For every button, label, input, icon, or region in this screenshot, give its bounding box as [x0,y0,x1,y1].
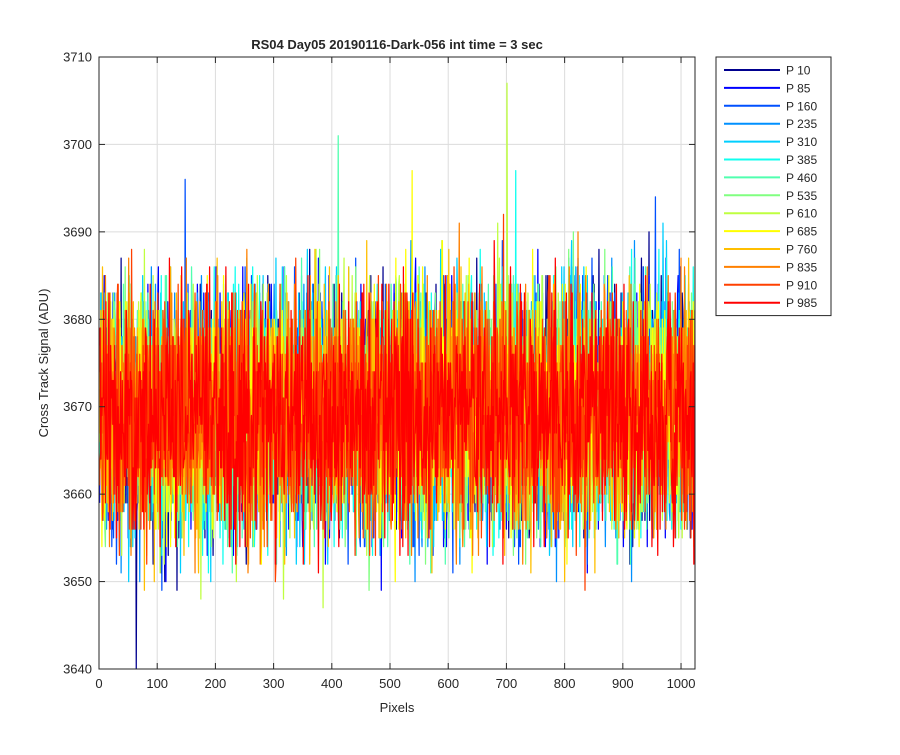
x-tick-label: 1000 [667,676,696,691]
legend-box [715,56,832,317]
chart-title: RS04 Day05 20190116-Dark-056 int time = … [251,37,543,52]
legend-label: P 160 [786,99,817,113]
y-axis-label: Cross Track Signal (ADU) [36,289,51,438]
legend-label: P 910 [786,278,817,292]
x-tick-label: 0 [95,676,102,691]
legend-label: P 610 [786,207,817,221]
y-tick-label: 3670 [63,399,92,414]
legend: P 10 P 85 P 160 P 235 P 310 P 385 P 460 P 535 P … [715,56,832,317]
x-tick-label: 700 [496,676,518,691]
legend-label: P 685 [786,225,817,239]
legend-label: P 835 [786,260,817,274]
x-axis-label: Pixels [380,700,415,715]
x-tick-label: 500 [379,676,401,691]
x-tick-label: 600 [437,676,459,691]
legend-label: P 460 [786,171,817,185]
x-tick-label: 800 [554,676,576,691]
y-tick-label: 3650 [63,574,92,589]
legend-label: P 985 [786,296,817,310]
x-tick-label: 200 [205,676,227,691]
axes: 0 100 200 300 400 500 600 700 800 900 1000 3640 3650… [63,50,695,692]
plot-frame [98,56,696,670]
legend-label: P 535 [786,189,817,203]
y-tick-label: 3680 [63,312,92,327]
y-tick-label: 3640 [63,662,92,677]
x-tick-label: 900 [612,676,634,691]
y-tick-label: 3700 [63,137,92,152]
series-layer [99,82,695,669]
legend-label: P 235 [786,117,817,131]
y-tick-label: 3660 [63,487,92,502]
legend-label: P 310 [786,135,817,149]
x-tick-label: 400 [321,676,343,691]
y-tick-label: 3710 [63,50,92,65]
x-tick-label: 100 [146,676,168,691]
legend-label: P 85 [786,81,811,95]
legend-label: P 10 [786,64,811,78]
legend-label: P 760 [786,243,817,257]
x-tick-label: 300 [263,676,285,691]
y-tick-label: 3690 [63,224,92,239]
series-line [99,239,695,574]
legend-label: P 385 [786,153,817,167]
